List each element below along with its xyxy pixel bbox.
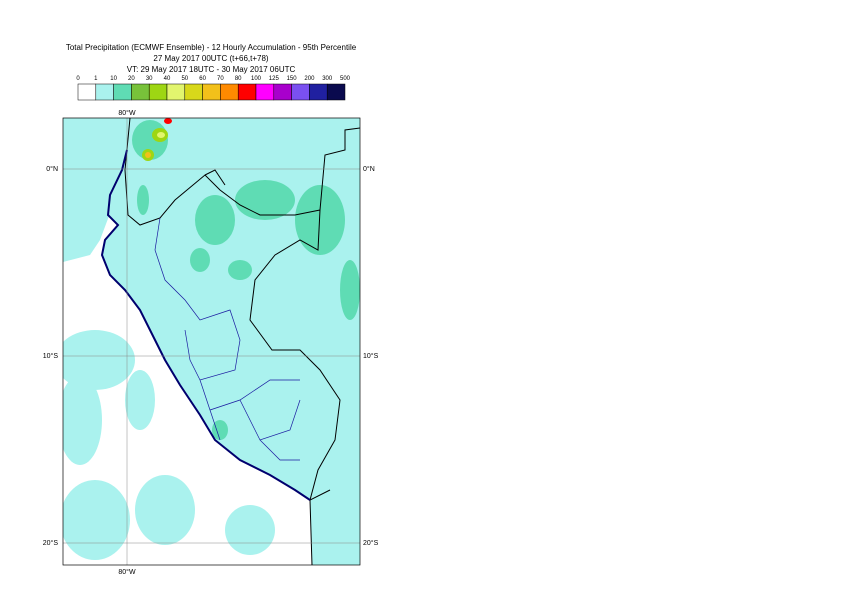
coastline [100, 149, 311, 501]
legend-label: 100 [251, 76, 262, 82]
country-borders [124, 118, 360, 565]
legend-label: 0 [76, 76, 80, 82]
legend-label: 10 [110, 76, 117, 82]
lat-label: 0°N [363, 165, 375, 173]
lon-label: 80°W [118, 568, 136, 576]
title-line: Total Precipitation (ECMWF Ensemble) - 1… [66, 43, 357, 52]
legend-swatch [220, 83, 239, 101]
legend-label: 20 [128, 76, 135, 82]
title-line: VT: 29 May 2017 18UTC - 30 May 2017 06UT… [127, 65, 296, 74]
legend-swatch [184, 83, 203, 101]
graticule [63, 118, 360, 565]
graticule-labels: 0°N 0°N 10°S 10°S 20°S 20°S 80°W 80°W [43, 109, 379, 576]
legend-swatch [273, 83, 292, 101]
legend-label: 125 [269, 76, 280, 82]
legend-swatch [166, 83, 186, 101]
lat-label: 0°N [46, 165, 58, 173]
legend-label: 40 [164, 76, 171, 82]
legend-label: 200 [304, 76, 315, 82]
map [63, 118, 360, 565]
legend-swatch [148, 83, 168, 101]
legend-label: 500 [340, 76, 351, 82]
legend-swatch [131, 83, 150, 101]
lat-label: 10°S [43, 352, 59, 360]
legend-swatch [291, 83, 310, 101]
precip-ocean [63, 118, 360, 560]
title-line: 27 May 2017 00UTC (t+66,t+78) [153, 54, 269, 63]
precip-heavy [142, 118, 172, 161]
lat-label: 10°S [363, 352, 379, 360]
title-block: Total Precipitation (ECMWF Ensemble) - 1… [66, 43, 357, 74]
legend-swatch [326, 83, 346, 101]
legend-label: 50 [181, 76, 188, 82]
map-frame [62, 117, 361, 566]
precip-land [102, 118, 360, 565]
lat-label: 20°S [363, 539, 379, 547]
legend-swatch [237, 83, 257, 101]
legend-label: 60 [199, 76, 206, 82]
legend-label: 150 [287, 76, 298, 82]
legend-label: 300 [322, 76, 333, 82]
legend: 0 1 10 20 30 40 50 60 70 80 100 125 150 200 300 500 [76, 76, 351, 101]
lat-label: 20°S [43, 539, 59, 547]
legend-label: 1 [94, 76, 98, 82]
legend-label: 80 [235, 76, 242, 82]
legend-swatch [113, 83, 132, 101]
region-borders [154, 217, 301, 461]
legend-swatch [95, 83, 114, 101]
legend-swatch [77, 83, 97, 101]
legend-swatch [309, 83, 328, 101]
legend-swatch [255, 83, 275, 101]
legend-label: 30 [146, 76, 153, 82]
lon-label: 80°W [118, 109, 136, 117]
legend-swatch [202, 83, 221, 101]
legend-label: 70 [217, 76, 224, 82]
